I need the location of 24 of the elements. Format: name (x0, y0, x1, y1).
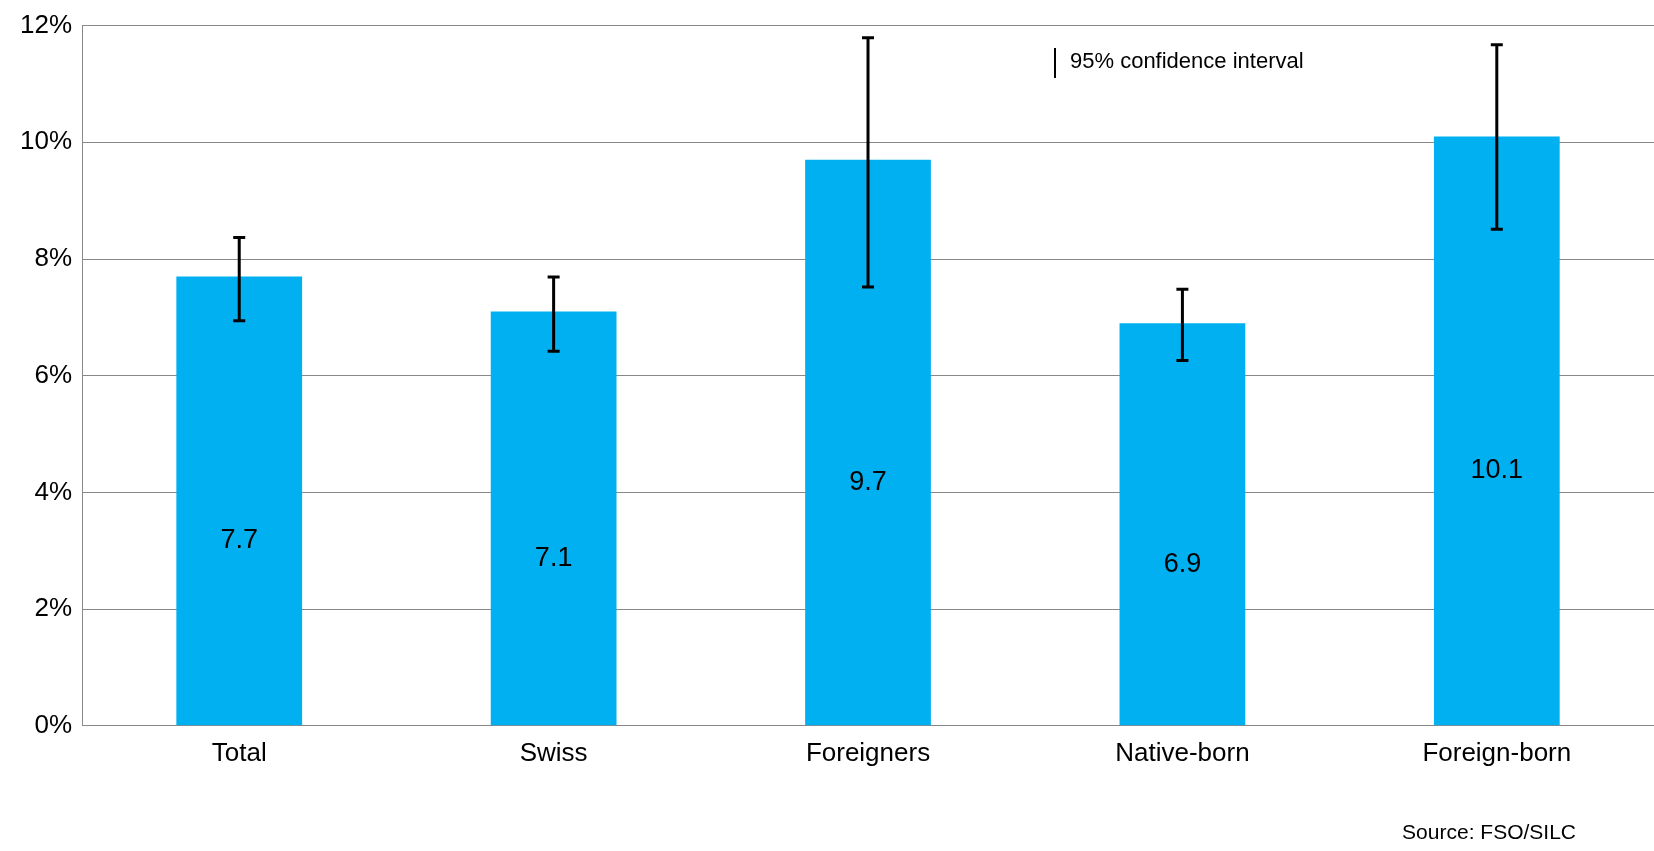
x-tick-label: Foreigners (805, 736, 931, 767)
y-tick-label: 10% (19, 125, 73, 156)
annotation: 95% confidence interval (1070, 48, 1304, 74)
bar (176, 276, 303, 726)
y-tick-label: 6% (34, 358, 73, 389)
y-tick-label: 4% (34, 475, 73, 506)
data-label: 6.9 (1163, 547, 1202, 578)
bar (490, 311, 617, 726)
data-label: 7.1 (534, 541, 573, 572)
bar (1433, 136, 1560, 726)
bar (805, 159, 931, 726)
x-tick-label: Native-born (1115, 736, 1250, 767)
x-tick-label: Foreign-born (1422, 736, 1572, 767)
bar (1119, 323, 1246, 726)
data-label: 7.7 (220, 524, 259, 555)
data-label: 10.1 (1470, 454, 1524, 485)
source-note: Source: FSO/SILC (1402, 820, 1576, 844)
y-tick-label: 2% (34, 592, 73, 623)
y-tick-label: 12% (19, 8, 73, 39)
x-tick-label: Swiss (519, 736, 588, 767)
x-tick-label: Total (211, 736, 267, 767)
data-label: 9.7 (849, 466, 887, 497)
y-tick-label: 0% (34, 708, 73, 739)
y-tick-label: 8% (34, 242, 73, 273)
